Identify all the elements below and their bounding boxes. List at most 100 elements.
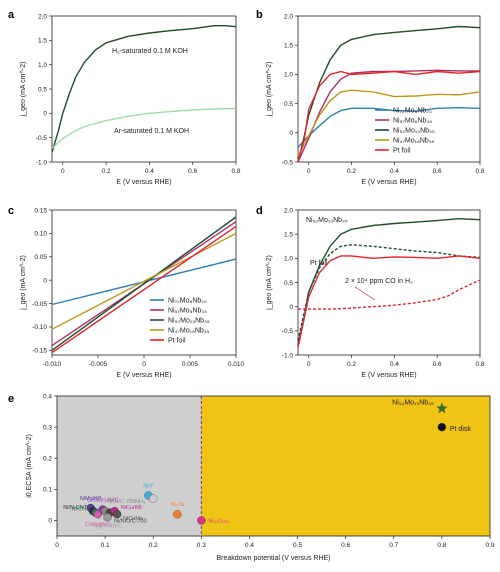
- x-tick-label: 0.6: [433, 168, 442, 175]
- x-tick-label: 0: [61, 168, 65, 175]
- scatter-label: Ni₃Ta: [171, 502, 185, 508]
- legend-label: Ni₅₂Mo₁₃Nb₃₅: [393, 128, 435, 135]
- legend-label: Ni₅₇Mo₈Nb₃₅: [168, 308, 207, 315]
- y-tick-label: 1.5: [284, 43, 293, 50]
- scatter-label: Ni₃N/C-700NH₃: [107, 499, 145, 505]
- y-axis-label: j_geo (mA cm^-2): [266, 255, 273, 311]
- y-tick-label: 0.2: [43, 456, 52, 463]
- series-line-0: [297, 217, 481, 346]
- scatter-label: Ni₅₀Cu₄₅: [208, 518, 229, 524]
- y-axis-label: i0,ECSA (mA cm^-2): [26, 434, 33, 498]
- scatter-label: Ni/NiO/C-700: [114, 519, 147, 525]
- y-tick-label: 1.0: [38, 62, 47, 69]
- y-tick-label: -0.10: [32, 324, 47, 331]
- plot-frame: [297, 15, 481, 163]
- y-tick-label: 0.15: [34, 207, 47, 214]
- legend-label: Pt foil: [168, 338, 186, 345]
- x-tick-label: 0.4: [390, 168, 399, 175]
- y-tick-label: 2.0: [284, 13, 293, 20]
- x-tick-label: -0.005: [89, 361, 108, 368]
- legend-label: Ni₅₂Mo₁₃Nb₃₅: [168, 318, 210, 325]
- scatter-label: NiCoMo: [123, 516, 143, 522]
- x-tick-label: 0.4: [245, 542, 254, 549]
- scatter-point: [103, 513, 112, 522]
- series-line-0: [51, 25, 237, 153]
- legend-label: Ni₇₂Mo₈Nb₂₀: [393, 108, 432, 115]
- scatter-label: Ni/N-CNT: [63, 505, 87, 511]
- x-tick-label: 0.2: [149, 542, 158, 549]
- x-tick-label: 0.2: [347, 168, 356, 175]
- series-line-1: [297, 244, 481, 341]
- legend-label: Pt foil: [393, 148, 411, 155]
- scatter-point: [437, 422, 447, 432]
- x-tick-label: -0.010: [43, 361, 62, 368]
- scatter-label: CoNi@NC: [85, 522, 111, 528]
- x-axis-label: E (V versus RHE): [116, 179, 171, 186]
- series-line-4: [297, 70, 481, 163]
- x-tick-label: 0.2: [102, 168, 111, 175]
- scatter-label: Ni₅₂Mo₁₃Nb₃₅: [392, 399, 434, 406]
- scatter-label: Ni/Y: [143, 484, 154, 490]
- chart-panel-d: 0 0.2 0.4 0.6 0.8 -1.0 -0.5 0 0.5 1.0 1.5 2.0 E (V v…: [266, 207, 485, 379]
- x-tick-label: 0: [142, 361, 146, 368]
- y-tick-label: -0.5: [282, 328, 294, 335]
- scatter-label: Pt disk: [450, 426, 472, 433]
- y-tick-label: 0.1: [43, 487, 52, 494]
- x-tick-label: 0.4: [145, 168, 154, 175]
- series-line-2: [51, 216, 237, 351]
- x-axis-label: Breakdown potential (V versus RHE): [217, 555, 331, 562]
- x-tick-label: 0.1: [101, 542, 110, 549]
- y-tick-label: 1.0: [284, 72, 293, 79]
- region-yellow: [201, 396, 491, 536]
- legend-label: Ni₅₇Mo₈Nb₃₅: [393, 118, 432, 125]
- scatter-label: Ni@h-BN/C: [93, 523, 122, 529]
- x-tick-label: 0.3: [197, 542, 206, 549]
- y-tick-label: 0.10: [34, 231, 47, 238]
- scatter-label: Ni₃Mo: [159, 489, 174, 495]
- scatter-label: CeO₂(r)-Ni/C: [87, 498, 118, 504]
- x-tick-label: 0: [307, 361, 311, 368]
- y-tick-label: 0.3: [43, 424, 52, 431]
- y-tick-label: 0.5: [284, 280, 293, 287]
- scatter-point: [149, 494, 158, 503]
- scatter-label: NiCu/KB: [121, 505, 142, 511]
- y-tick-label: 2.0: [38, 13, 47, 20]
- scatter-point: [112, 510, 122, 519]
- x-tick-label: 0: [307, 168, 311, 175]
- series-line-1: [51, 107, 237, 149]
- y-tick-label: 0: [289, 130, 293, 137]
- panel-label-c: c: [8, 205, 14, 217]
- series-line-2: [297, 255, 481, 348]
- x-tick-label: 0.010: [228, 361, 245, 368]
- x-axis-label: E (V versus RHE): [116, 372, 171, 379]
- x-tick-label: 0.8: [437, 542, 446, 549]
- series-line-3: [298, 279, 481, 310]
- x-tick-label: 0.6: [341, 542, 350, 549]
- y-tick-label: 0: [289, 304, 293, 311]
- chart-panel-e: 0 0.1 0.2 0.3 0.4 0.5 0.6 0.7 0.8 0.9 0 0.1 0.2 0.3 0.…: [26, 393, 495, 562]
- y-tick-label: 0.5: [284, 101, 293, 108]
- y-tick-label: 0.05: [34, 254, 47, 261]
- annotation-pt: Pt foil: [310, 260, 328, 267]
- panel-label-d: d: [256, 205, 263, 217]
- x-axis-label: E (V versus RHE): [361, 372, 416, 379]
- x-axis-label: E (V versus RHE): [361, 179, 416, 186]
- annotation-co: 2 × 10⁴ ppm CO in H₂: [345, 278, 413, 285]
- scatter-label: NiMo/KB: [80, 496, 102, 502]
- y-tick-label: -1.0: [36, 159, 48, 166]
- x-tick-label: 0.8: [475, 361, 484, 368]
- annotation-h2: H₂-saturated 0.1 M KOH: [112, 48, 188, 55]
- y-tick-label: 0: [43, 111, 47, 118]
- y-axis-label: j_geo (mA cm^-2): [20, 255, 27, 311]
- panel-label-b: b: [256, 9, 263, 21]
- annotation-arrow: [354, 286, 376, 301]
- y-tick-label: -0.15: [32, 348, 47, 355]
- chart-panel-b: 0 0.2 0.4 0.6 0.8 -0.5 0 0.5 1.0 1.5 2.0 E (V versu…: [266, 13, 485, 186]
- annotation-ni: Ni₅₂Mo₁₃Nb₃₅: [306, 217, 348, 224]
- y-tick-label: 0.4: [43, 393, 52, 400]
- annotation-ar: Ar-saturated 0.1 M KOH: [114, 128, 189, 135]
- y-tick-label: -0.05: [32, 301, 47, 308]
- legend-label: Ni₄₇Mo₁₈Nb₃₅: [393, 138, 435, 145]
- y-tick-label: -0.5: [36, 135, 48, 142]
- series-line-3: [297, 89, 481, 157]
